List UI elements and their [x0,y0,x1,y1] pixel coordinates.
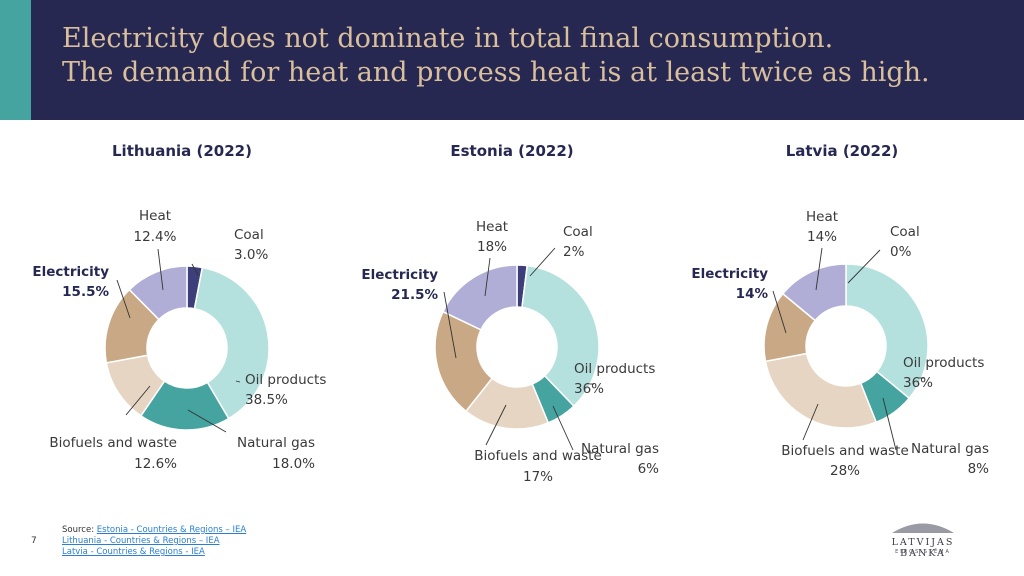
value-oil-products-estonia: 36% [574,381,604,397]
donut-latvia: Coal 0% Oil products 36% Natural gas 8% Biofue… [691,209,989,479]
latvijas-banka-logo: LATVIJAS BANKA EIROSISTĒMA [868,520,978,559]
header-accent [0,0,31,120]
label-coal-lithuania: Coal [234,227,264,243]
value-coal-latvia: 0% [890,244,912,260]
value-electricity-latvia: 14% [736,286,769,302]
value-coal-lithuania: 3.0% [234,247,268,263]
label-natural-gas-latvia: Natural gas [911,441,989,457]
label-heat-latvia: Heat [806,209,838,225]
logo-arc-icon [892,523,954,533]
label-coal-latvia: Coal [890,224,920,240]
value-coal-estonia: 2% [563,244,585,260]
label-oil-products-latvia: Oil products [903,355,984,371]
label-biofuels-and-waste-estonia: Biofuels and waste [474,448,602,464]
value-natural-gas-latvia: 8% [968,461,990,477]
source-link-estonia[interactable]: Estonia - Countries & Regions – IEA [96,525,247,535]
slice-biofuels-and-waste-latvia [764,352,878,429]
value-natural-gas-estonia: 6% [638,461,660,477]
slice-heat-estonia [442,264,518,331]
leader-line-natural-gas-latvia [882,397,897,451]
label-coal-estonia: Coal [563,224,593,240]
label-electricity-estonia: Electricity [361,267,438,283]
label-heat-estonia: Heat [476,219,508,235]
label-electricity-lithuania: Electricity [32,264,109,280]
value-heat-latvia: 14% [807,229,837,245]
page-number: 7 [31,536,37,546]
logo-subtitle: EIROSISTĒMA [895,549,951,555]
label-oil-products-lithuania: Oil products [245,372,326,388]
leader-line-heat-estonia [484,257,491,297]
leader-line-natural-gas-lithuania [187,409,227,433]
value-biofuels-and-waste-latvia: 28% [830,463,860,479]
page-title-line-1: Electricity does not dominate in total f… [62,23,834,54]
donut-charts: Coal 3.0% Oil products 38.5% Natural gas 18.0… [32,208,989,485]
value-oil-products-latvia: 36% [903,375,933,391]
value-natural-gas-lithuania: 18.0% [272,456,315,472]
leader-line-electricity-estonia [443,291,457,359]
leader-line-coal-latvia [847,249,881,284]
leader-line-biofuels-and-waste-latvia [802,403,819,441]
donut-estonia: Coal 2% Oil products 36% Natural gas 6% Biofue… [361,219,659,485]
slice-heat-latvia [781,263,847,322]
source-note: Source: Estonia - Countries & Regions – … [62,525,246,558]
leader-line-coal-estonia [529,247,556,277]
value-electricity-estonia: 21.5% [391,287,438,303]
value-electricity-lithuania: 15.5% [62,284,109,300]
label-electricity-latvia: Electricity [691,266,768,282]
leader-line-coal-lithuania [191,263,199,276]
chart-title-latvia: Latvia (2022) [785,142,899,160]
slice-oil-products-estonia [521,264,600,408]
page-title: Electricity does not dominate in total f… [62,22,1002,90]
leader-line-biofuels-and-waste-estonia [485,404,507,446]
value-heat-lithuania: 12.4% [134,229,177,245]
chart-title-estonia: Estonia (2022) [450,142,574,160]
chart-title-lithuania: Lithuania (2022) [112,142,252,160]
leader-line-electricity-lithuania [116,279,131,319]
label-heat-lithuania: Heat [139,208,171,224]
slice-oil-products-latvia [845,263,929,400]
leader-line-biofuels-and-waste-lithuania [125,385,151,416]
value-heat-estonia: 18% [477,239,507,255]
leader-line-heat-lithuania [157,248,164,291]
value-biofuels-and-waste-estonia: 17% [523,469,553,485]
leader-line-natural-gas-estonia [552,405,574,451]
slice-oil-products-lithuania [193,266,270,420]
label-natural-gas-lithuania: Natural gas [237,435,315,451]
source-link-lithuania[interactable]: Lithuania - Countries & Regions – IEA [62,536,220,546]
value-oil-products-lithuania: 38.5% [245,392,288,408]
value-biofuels-and-waste-lithuania: 12.6% [134,456,177,472]
leader-line-electricity-latvia [772,290,787,334]
source-link-latvia[interactable]: Latvia - Countries & Regions - IEA [62,547,205,557]
header-bar: Electricity does not dominate in total f… [0,0,1024,120]
source-prefix: Source: [62,525,97,535]
leader-line-oil-products-lithuania [235,380,241,383]
label-biofuels-and-waste-lithuania: Biofuels and waste [49,435,177,451]
donut-lithuania: Coal 3.0% Oil products 38.5% Natural gas 18.0… [32,208,326,472]
label-natural-gas-estonia: Natural gas [581,441,659,457]
logo-name: LATVIJAS BANKA [891,537,955,559]
label-biofuels-and-waste-latvia: Biofuels and waste [781,443,909,459]
page-title-line-2: The demand for heat and process heat is … [62,57,930,88]
leader-line-heat-latvia [815,247,823,291]
label-oil-products-estonia: Oil products [574,361,655,377]
slice-heat-lithuania [128,265,188,321]
